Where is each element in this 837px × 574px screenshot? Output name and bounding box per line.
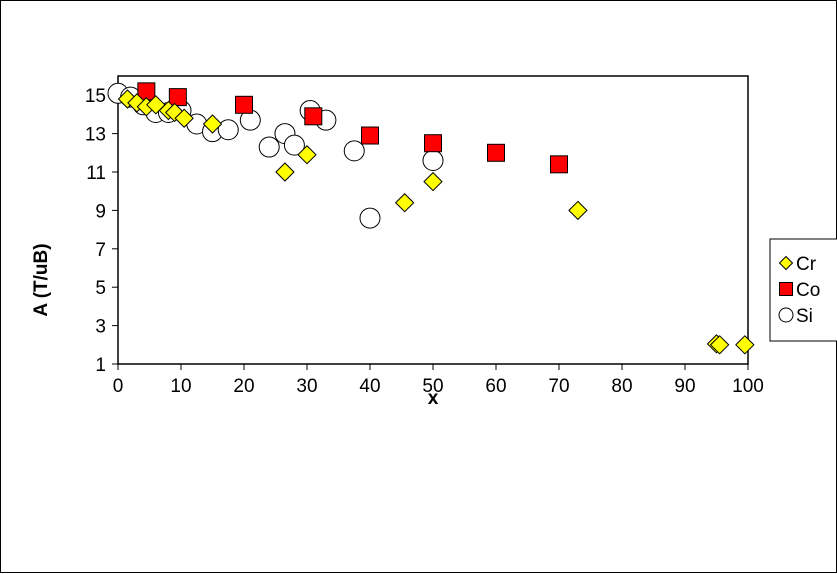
legend-label-si: Si bbox=[796, 306, 813, 327]
y-tick-label: 3 bbox=[95, 317, 106, 338]
legend: Cr Co Si bbox=[769, 238, 837, 342]
data-point-cr bbox=[174, 108, 194, 128]
data-point-si bbox=[359, 207, 381, 229]
y-axis-title: A (T/uB) bbox=[31, 243, 52, 316]
x-tick-label: 90 bbox=[674, 376, 695, 397]
data-point-co bbox=[424, 134, 442, 153]
x-tick-label: 60 bbox=[485, 376, 506, 397]
data-point-co bbox=[304, 107, 323, 126]
data-point-si bbox=[217, 119, 239, 141]
legend-label-co: Co bbox=[796, 280, 820, 301]
data-point-co bbox=[550, 155, 568, 174]
x-axis: 0 10 20 30 40 50 60 70 80 90 100 bbox=[113, 364, 764, 397]
x-tick-label: 50 bbox=[422, 376, 443, 397]
y-tick-label: 1 bbox=[95, 355, 106, 376]
x-tick-label: 80 bbox=[611, 376, 632, 397]
data-point-co bbox=[168, 88, 187, 107]
data-points bbox=[107, 82, 755, 355]
y-tick-label: 9 bbox=[95, 201, 106, 222]
x-tick-label: 30 bbox=[296, 376, 317, 397]
data-point-cr bbox=[709, 335, 730, 355]
legend-marker-si bbox=[778, 307, 794, 323]
data-point-cr bbox=[297, 145, 317, 165]
y-tick-label: 7 bbox=[95, 240, 106, 261]
data-point-cr bbox=[394, 193, 415, 213]
x-tick-label: 70 bbox=[548, 376, 569, 397]
data-point-co bbox=[487, 143, 505, 162]
y-tick-label: 11 bbox=[86, 163, 106, 184]
data-point-co bbox=[235, 95, 253, 114]
legend-marker-co bbox=[779, 282, 793, 296]
data-point-si bbox=[258, 136, 280, 158]
y-tick-label: 13 bbox=[85, 125, 106, 146]
data-point-si bbox=[343, 140, 365, 162]
x-axis-title: x bbox=[428, 388, 439, 409]
y-tick-label: 5 bbox=[95, 278, 106, 299]
y-tick-label: 15 bbox=[85, 86, 106, 107]
data-point-co bbox=[361, 126, 379, 145]
legend-marker-cr bbox=[778, 255, 794, 271]
x-tick-label: 40 bbox=[359, 376, 380, 397]
data-point-si bbox=[283, 134, 305, 156]
data-point-cr bbox=[275, 162, 295, 182]
x-tick-label: 0 bbox=[113, 376, 124, 397]
x-tick-label: 100 bbox=[732, 376, 764, 397]
legend-label-cr: Cr bbox=[796, 254, 817, 275]
data-point-cr bbox=[202, 114, 223, 134]
data-point-cr bbox=[423, 171, 443, 192]
x-tick-label: 10 bbox=[170, 376, 191, 397]
x-tick-label: 20 bbox=[233, 376, 254, 397]
data-point-si bbox=[422, 149, 444, 171]
data-point-cr bbox=[568, 200, 588, 221]
data-point-cr bbox=[735, 335, 755, 355]
